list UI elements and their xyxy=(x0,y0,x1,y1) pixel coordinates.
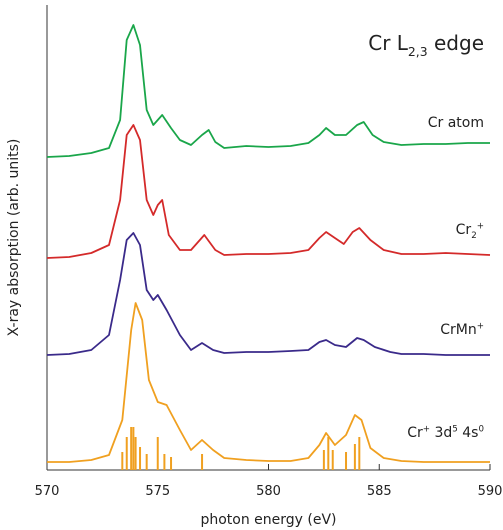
series-label: Cr+ 3d5 4s0 xyxy=(407,424,484,441)
series-label-part: 3d xyxy=(430,425,452,441)
x-axis-label: photon energy (eV) xyxy=(200,512,336,528)
series-label-part: Cr xyxy=(407,425,423,441)
x-tick-label: 580 xyxy=(256,484,281,499)
chart-title-part: edge xyxy=(428,31,484,55)
series-label: Cr atom xyxy=(428,115,484,131)
chart-title: Cr L2,3 edge xyxy=(368,31,484,59)
series-label-part: Cr atom xyxy=(428,115,484,131)
chart-title-part: 2,3 xyxy=(408,44,428,59)
series-label: Cr2+ xyxy=(456,221,484,241)
spectrum-line xyxy=(46,124,491,259)
series-label-part: + xyxy=(477,321,484,331)
series-label-part: 5 xyxy=(452,424,458,434)
series-label-part: + xyxy=(477,221,484,231)
series-label: CrMn+ xyxy=(440,321,484,338)
series-label-part: CrMn xyxy=(440,322,476,338)
spectrum-line xyxy=(46,24,490,158)
spectrum-line xyxy=(47,302,490,463)
x-tick-label: 585 xyxy=(367,484,392,499)
x-tick-label: 590 xyxy=(478,484,503,499)
spectrum-line xyxy=(46,232,490,356)
series-label-part: 2 xyxy=(471,231,477,241)
y-axis-label: X-ray absorption (arb. units) xyxy=(6,139,22,337)
chart-title-part: Cr L xyxy=(368,31,409,55)
series-label-part: 4s xyxy=(458,425,479,441)
x-tick-label: 575 xyxy=(145,484,170,499)
series-label-part: + xyxy=(423,424,430,434)
series-label-part: Cr xyxy=(456,222,472,238)
x-tick-label: 570 xyxy=(35,484,60,499)
series-label-part: 0 xyxy=(478,424,484,434)
